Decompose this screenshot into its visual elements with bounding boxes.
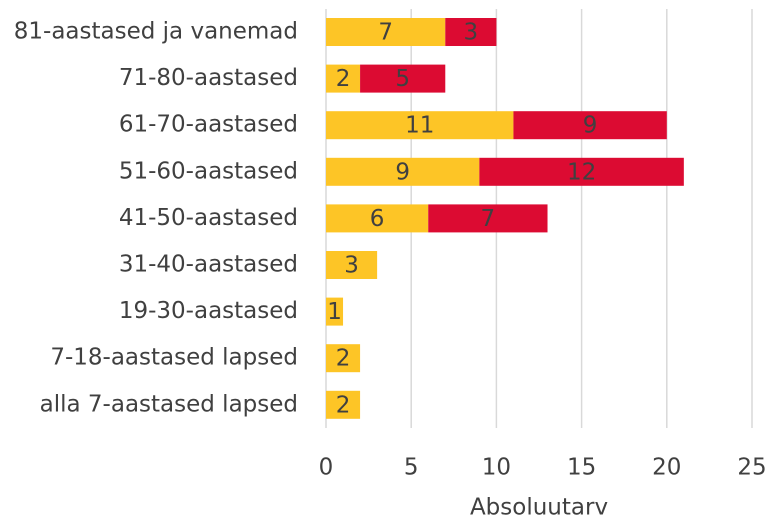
bar [326,64,361,93]
data-label: 2 [336,392,351,418]
bar [513,111,667,140]
y-tick-label: 7-18-aastased lapsed [50,345,298,371]
x-axis-label: Absoluutarv [470,495,608,521]
data-label: 7 [481,206,496,232]
bar [445,18,497,46]
data-label: 3 [344,253,359,279]
x-tick-label: 5 [404,455,419,481]
x-tick-label: 25 [737,455,766,481]
bar [326,390,361,419]
x-tick-label: 0 [319,455,334,481]
y-tick-label: 61-70-aastased [119,112,298,138]
y-tick-label: 31-40-aastased [119,252,298,278]
x-tick-label: 10 [482,455,511,481]
data-label: 2 [336,346,351,372]
bar [326,18,446,46]
x-tick-label: 15 [567,455,596,481]
bar [326,111,514,140]
data-label: 5 [395,66,410,92]
x-tick-label: 20 [652,455,681,481]
data-label: 7 [378,20,393,46]
bar [326,344,361,373]
bar [428,204,548,233]
y-tick-label: 81-aastased ja vanemad [14,19,298,45]
data-label: 2 [336,66,351,92]
y-tick-label: 41-50-aastased [119,205,298,231]
data-label: 11 [405,113,434,139]
data-label: 6 [370,206,385,232]
bar [360,64,446,93]
y-tick-label: alla 7-aastased lapsed [40,391,298,417]
bar [326,204,429,233]
y-tick-label: 51-60-aastased [119,158,298,184]
y-tick-label: 71-80-aastased [119,65,298,91]
data-label: 9 [583,113,598,139]
data-label: 12 [567,159,596,185]
data-label: 3 [464,20,479,46]
bar [326,297,344,326]
bar [326,157,480,186]
bar [326,251,378,279]
bar [479,157,684,186]
y-tick-label: 19-30-aastased [119,298,298,324]
data-label: 1 [327,299,342,325]
data-label: 9 [395,159,410,185]
